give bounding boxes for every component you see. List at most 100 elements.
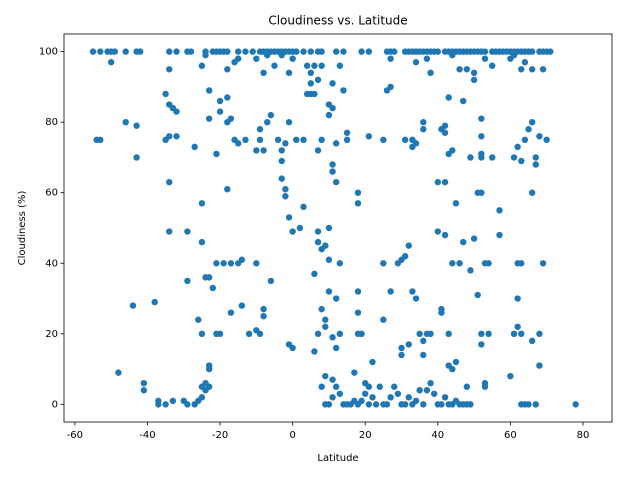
point [336,260,344,267]
point [354,200,362,207]
point [441,231,449,239]
point [332,295,340,302]
point [456,66,463,73]
point [354,309,362,316]
y-tick-label: 60 [45,188,58,199]
point [264,118,271,126]
point [518,66,525,73]
point [489,62,496,69]
point [318,136,325,144]
chart-title: Cloudiness vs. Latitude [268,14,407,28]
point [282,186,289,193]
point [329,376,336,383]
point [539,260,547,267]
point [224,94,231,101]
point [89,48,97,55]
point [329,394,336,401]
point [449,260,456,267]
point [216,108,224,115]
point [307,69,314,77]
point [510,51,518,59]
point [205,115,213,122]
point [438,401,445,408]
point [365,48,373,55]
point [216,97,224,105]
point [543,136,550,144]
point [253,55,260,62]
point [205,87,213,94]
point [173,133,180,140]
point [198,330,206,338]
point [391,48,398,55]
point [213,260,220,267]
point [322,242,329,249]
point [129,302,137,309]
point [282,140,289,147]
point [369,394,376,401]
point [325,111,333,119]
point [441,129,449,136]
point [234,48,242,55]
point [173,48,180,55]
y-tick-label: 40 [45,258,58,269]
point [314,330,322,338]
points [89,48,579,408]
point [510,330,518,338]
point [325,224,333,232]
point [514,295,521,302]
point [441,122,449,129]
point [452,358,460,366]
point [325,288,333,295]
point [532,161,539,168]
point [289,344,296,352]
point [401,136,409,144]
point [427,380,434,387]
point [528,189,536,196]
point [485,330,492,338]
point [260,69,267,77]
point [325,401,333,408]
point [445,94,452,101]
point [412,59,420,66]
point [416,387,423,394]
y-axis-label: Cloudiness (%) [17,191,28,266]
point [332,140,340,147]
point [202,51,209,59]
point [460,97,467,105]
point [227,260,235,267]
point [224,48,231,55]
point [474,291,481,299]
point [362,390,369,397]
point [449,51,456,59]
point [507,372,514,380]
point [343,136,351,144]
point [430,390,438,397]
point [253,147,260,154]
point [470,235,478,242]
point [322,316,329,323]
point [510,154,518,161]
point [445,330,452,338]
point [267,111,275,119]
point [256,330,264,338]
point [528,118,536,126]
point [173,108,180,115]
point [260,305,267,313]
point [162,90,169,98]
point [332,178,340,186]
point [547,48,554,55]
point [539,66,547,73]
point [434,228,442,235]
point [329,104,336,112]
point [293,48,300,55]
point [470,69,478,77]
point [311,62,318,69]
point [107,59,115,66]
point [256,126,264,133]
point [478,341,485,348]
point [358,397,365,405]
point [155,397,162,405]
point [463,383,471,390]
point [122,48,129,55]
point [122,118,129,126]
